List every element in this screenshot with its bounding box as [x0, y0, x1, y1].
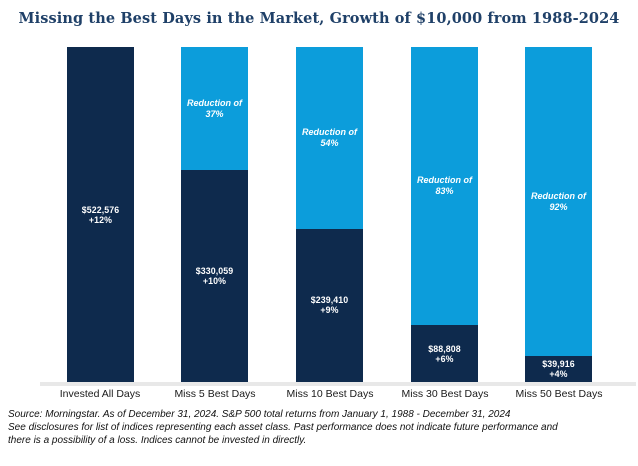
bar-reduction-segment: Reduction of 83% [411, 47, 478, 325]
bar-miss-5-best-days: Reduction of 37% $330,059 +10% [181, 47, 248, 382]
reduction-percent: 83% [435, 186, 454, 197]
category-label-invested-all-days: Invested All Days [59, 388, 141, 400]
category-label-miss-10-best-days: Miss 10 Best Days [286, 388, 374, 400]
source-line-1: Source: Morningstar. As of December 31, … [8, 409, 511, 420]
reduction-label: Reduction of 92% [531, 191, 586, 213]
dollar-value: $522,576 [81, 204, 120, 215]
dollar-value: $239,410 [310, 295, 349, 306]
value-label: $330,059 +10% [196, 266, 234, 286]
bar-invested-all-days: $522,576 +12% [67, 47, 134, 382]
value-label: $88,808 +6% [428, 344, 461, 364]
return-percent: +9% [320, 305, 339, 316]
category-label-miss-5-best-days: Miss 5 Best Days [174, 388, 256, 400]
dollar-value: $88,808 [428, 343, 461, 354]
chart-title: Missing the Best Days in the Market, Gro… [18, 10, 620, 27]
reduction-percent: 92% [549, 201, 568, 212]
source-line-3: there is a possibility of a loss. Indice… [8, 435, 307, 446]
reduction-label: Reduction of 37% [187, 98, 242, 120]
bar-value-segment: $522,576 +12% [67, 47, 134, 382]
return-percent: +4% [549, 369, 568, 380]
bar-value-segment: $88,808 +6% [411, 325, 478, 382]
bar-chart-plot-area: $522,576 +12% Reduction of 37% $330,059 … [40, 47, 636, 400]
source-line-2: See disclosures for list of indices repr… [8, 422, 558, 433]
x-axis-baseline [40, 382, 636, 386]
reduction-percent: 54% [320, 137, 339, 148]
bar-value-segment: $39,916 +4% [525, 356, 592, 382]
bar-value-segment: $239,410 +9% [296, 228, 363, 382]
value-label: $522,576 +12% [82, 205, 120, 225]
bar-reduction-segment: Reduction of 37% [181, 47, 248, 170]
return-percent: +6% [435, 353, 454, 364]
bar-miss-30-best-days: Reduction of 83% $88,808 +6% [411, 47, 478, 382]
reduction-text: Reduction of [417, 175, 472, 186]
reduction-label: Reduction of 54% [302, 127, 357, 149]
reduction-text: Reduction of [187, 97, 242, 108]
reduction-percent: 37% [205, 108, 224, 119]
value-label: $239,410 +9% [311, 295, 349, 315]
reduction-text: Reduction of [531, 190, 586, 201]
bar-value-segment: $330,059 +10% [181, 170, 248, 382]
bar-reduction-segment: Reduction of 54% [296, 47, 363, 229]
value-label: $39,916 +4% [542, 359, 575, 379]
dollar-value: $330,059 [195, 266, 234, 277]
category-label-miss-50-best-days: Miss 50 Best Days [515, 388, 603, 400]
bar-miss-10-best-days: Reduction of 54% $239,410 +9% [296, 47, 363, 382]
reduction-text: Reduction of [302, 126, 357, 137]
bar-miss-50-best-days: Reduction of 92% $39,916 +4% [525, 47, 592, 382]
return-percent: +10% [202, 276, 227, 287]
return-percent: +12% [88, 214, 113, 225]
category-label-miss-30-best-days: Miss 30 Best Days [401, 388, 489, 400]
bar-reduction-segment: Reduction of 92% [525, 47, 592, 356]
source-disclosure-text: Source: Morningstar. As of December 31, … [8, 408, 636, 447]
reduction-label: Reduction of 83% [417, 175, 472, 197]
dollar-value: $39,916 [542, 359, 575, 370]
